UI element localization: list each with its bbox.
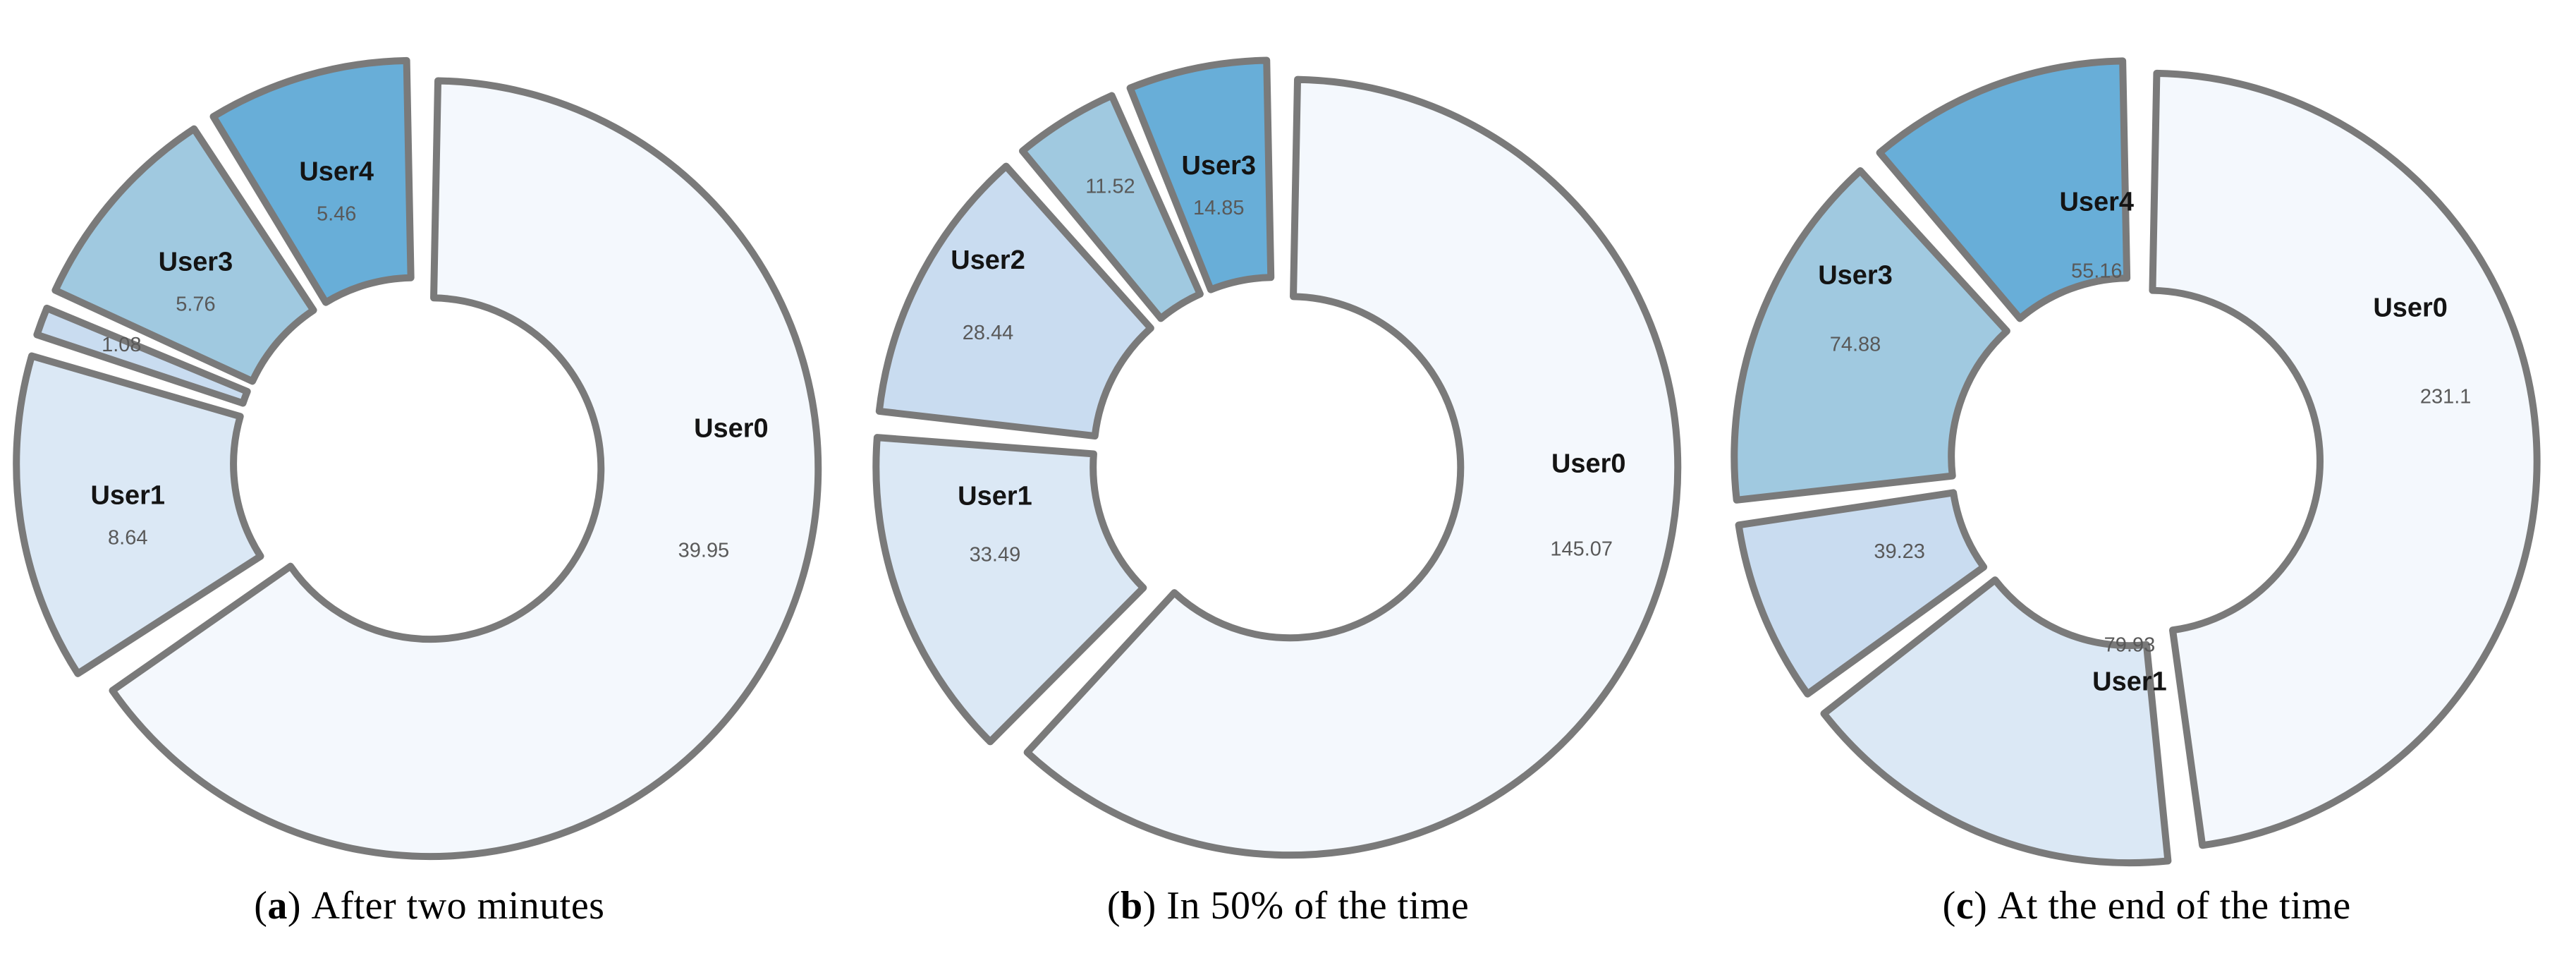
slice-value-label-User4: 5.46 — [317, 202, 356, 225]
slice-User3 — [51, 125, 317, 385]
donut-chart-c: User0 231.1 User1 79.93 39.23 User3 74.88 User4… — [1717, 0, 2576, 958]
slice-value-label-User0: 145.07 — [1550, 538, 1613, 561]
slice-User0 — [1023, 75, 1681, 859]
slice-name-label-User1: User1 — [958, 481, 1032, 511]
slice-User3 — [1730, 167, 2011, 504]
slice-User4 — [209, 56, 415, 306]
slice-group-User2: User2 28.44 — [875, 162, 1154, 440]
slice-User3 — [1126, 56, 1274, 293]
slice-group-User1: User1 33.49 — [872, 434, 1147, 746]
donut-chart-c-canvas: User0 231.1 User1 79.93 39.23 User3 74.88 User4… — [1730, 57, 2541, 867]
slice-group-User0: User0 39.95 — [109, 77, 822, 861]
slice-unlabeled-2 — [1735, 489, 1988, 698]
donut-chart-a: User0 39.95 User1 8.64 1.08 User3 5.76 User4 5.4… — [0, 0, 859, 958]
slice-name-label-User4: User4 — [299, 157, 374, 186]
caption-b-paren-close: ) — [1142, 883, 1167, 928]
slice-User1 — [1820, 576, 2172, 867]
slice-group-unlabeled-2: 1.08 — [33, 304, 251, 407]
slice-User4 — [1876, 57, 2131, 322]
caption-c-paren-open: ( — [1942, 883, 1956, 928]
slice-value-label-User0: 231.1 — [2420, 385, 2472, 408]
slice-group-unlabeled-3: 11.52 — [1018, 92, 1204, 322]
caption-c-paren-close: ) — [1974, 883, 1998, 928]
slice-name-label-User1: User1 — [90, 481, 165, 511]
slice-group-User1: User1 8.64 — [13, 352, 264, 677]
slice-group-User0: User0 231.1 — [2149, 69, 2541, 849]
slice-value-label-User3: 5.76 — [176, 293, 215, 316]
slice-group-User4: User4 5.46 — [209, 56, 415, 306]
caption-c-letter: c — [1955, 883, 1974, 928]
slice-group-User1: User1 79.93 — [1820, 576, 2172, 867]
slice-value-label-User3: 14.85 — [1193, 197, 1245, 219]
caption-a-paren-close: ) — [287, 883, 312, 928]
slice-value-label-User1: 33.49 — [969, 543, 1020, 566]
slice-name-label-User4: User4 — [2060, 188, 2135, 217]
slice-group-unlabeled-2: 39.23 — [1735, 489, 1988, 698]
slice-name-label-User0: User0 — [1551, 449, 1626, 479]
slice-value-label-User3: 74.88 — [1830, 333, 1881, 356]
slice-group-User3: User3 5.76 — [51, 125, 317, 385]
caption-b: (b) In 50% of the time — [1107, 883, 1469, 928]
slice-User0 — [109, 77, 822, 861]
slice-unlabeled-2 — [33, 304, 251, 407]
slice-value-label-User2: 28.44 — [962, 322, 1013, 344]
slice-name-label-User1: User1 — [2093, 667, 2168, 696]
slice-value-label-User0: 39.95 — [678, 539, 730, 562]
caption-c: (c) At the end of the time — [1943, 883, 2351, 928]
slice-unlabeled-3 — [1018, 92, 1204, 322]
donut-chart-b: User0 145.07 User1 33.49 User2 28.44 11.52 User… — [859, 0, 1718, 958]
slice-User1 — [13, 352, 264, 677]
caption-b-paren-open: ( — [1106, 883, 1121, 928]
slice-value-label-unlabeled-2: 39.23 — [1874, 540, 1926, 563]
slice-value-label-User4: 55.16 — [2071, 260, 2123, 282]
slice-User2 — [875, 162, 1154, 440]
slice-value-label-User1: 8.64 — [108, 527, 147, 550]
slice-name-label-User2: User2 — [951, 245, 1025, 275]
caption-a: (a) After two minutes — [254, 883, 604, 928]
slice-name-label-User3: User3 — [1181, 151, 1256, 181]
slice-name-label-User3: User3 — [159, 248, 233, 277]
slice-value-label-User1: 79.93 — [2104, 633, 2156, 656]
slice-User0 — [2149, 69, 2541, 849]
slice-value-label-unlabeled-2: 1.08 — [102, 334, 141, 356]
caption-a-text: After two minutes — [311, 883, 605, 928]
slice-group-User3: User3 14.85 — [1126, 56, 1274, 293]
slice-group-User0: User0 145.07 — [1023, 75, 1681, 859]
slice-value-label-unlabeled-3: 11.52 — [1085, 175, 1135, 198]
caption-b-text: In 50% of the time — [1166, 883, 1470, 928]
slice-group-User4: User4 55.16 — [1876, 57, 2135, 322]
caption-b-letter: b — [1120, 883, 1143, 928]
donut-chart-b-canvas: User0145.07User133.49User228.4411.52User… — [872, 56, 1681, 859]
caption-a-paren-open: ( — [254, 883, 268, 928]
slice-name-label-User0: User0 — [2374, 293, 2448, 322]
caption-a-letter: a — [267, 883, 288, 928]
caption-c-text: At the end of the time — [1997, 883, 2351, 928]
slice-User1 — [872, 434, 1147, 746]
donut-chart-a-canvas: User0 39.95 User1 8.64 1.08 User3 5.76 User4 5.4… — [13, 56, 822, 861]
slice-name-label-User3: User3 — [1819, 260, 1893, 290]
slice-group-User3: User3 74.88 — [1730, 167, 2011, 504]
slice-name-label-User0: User0 — [694, 413, 769, 443]
